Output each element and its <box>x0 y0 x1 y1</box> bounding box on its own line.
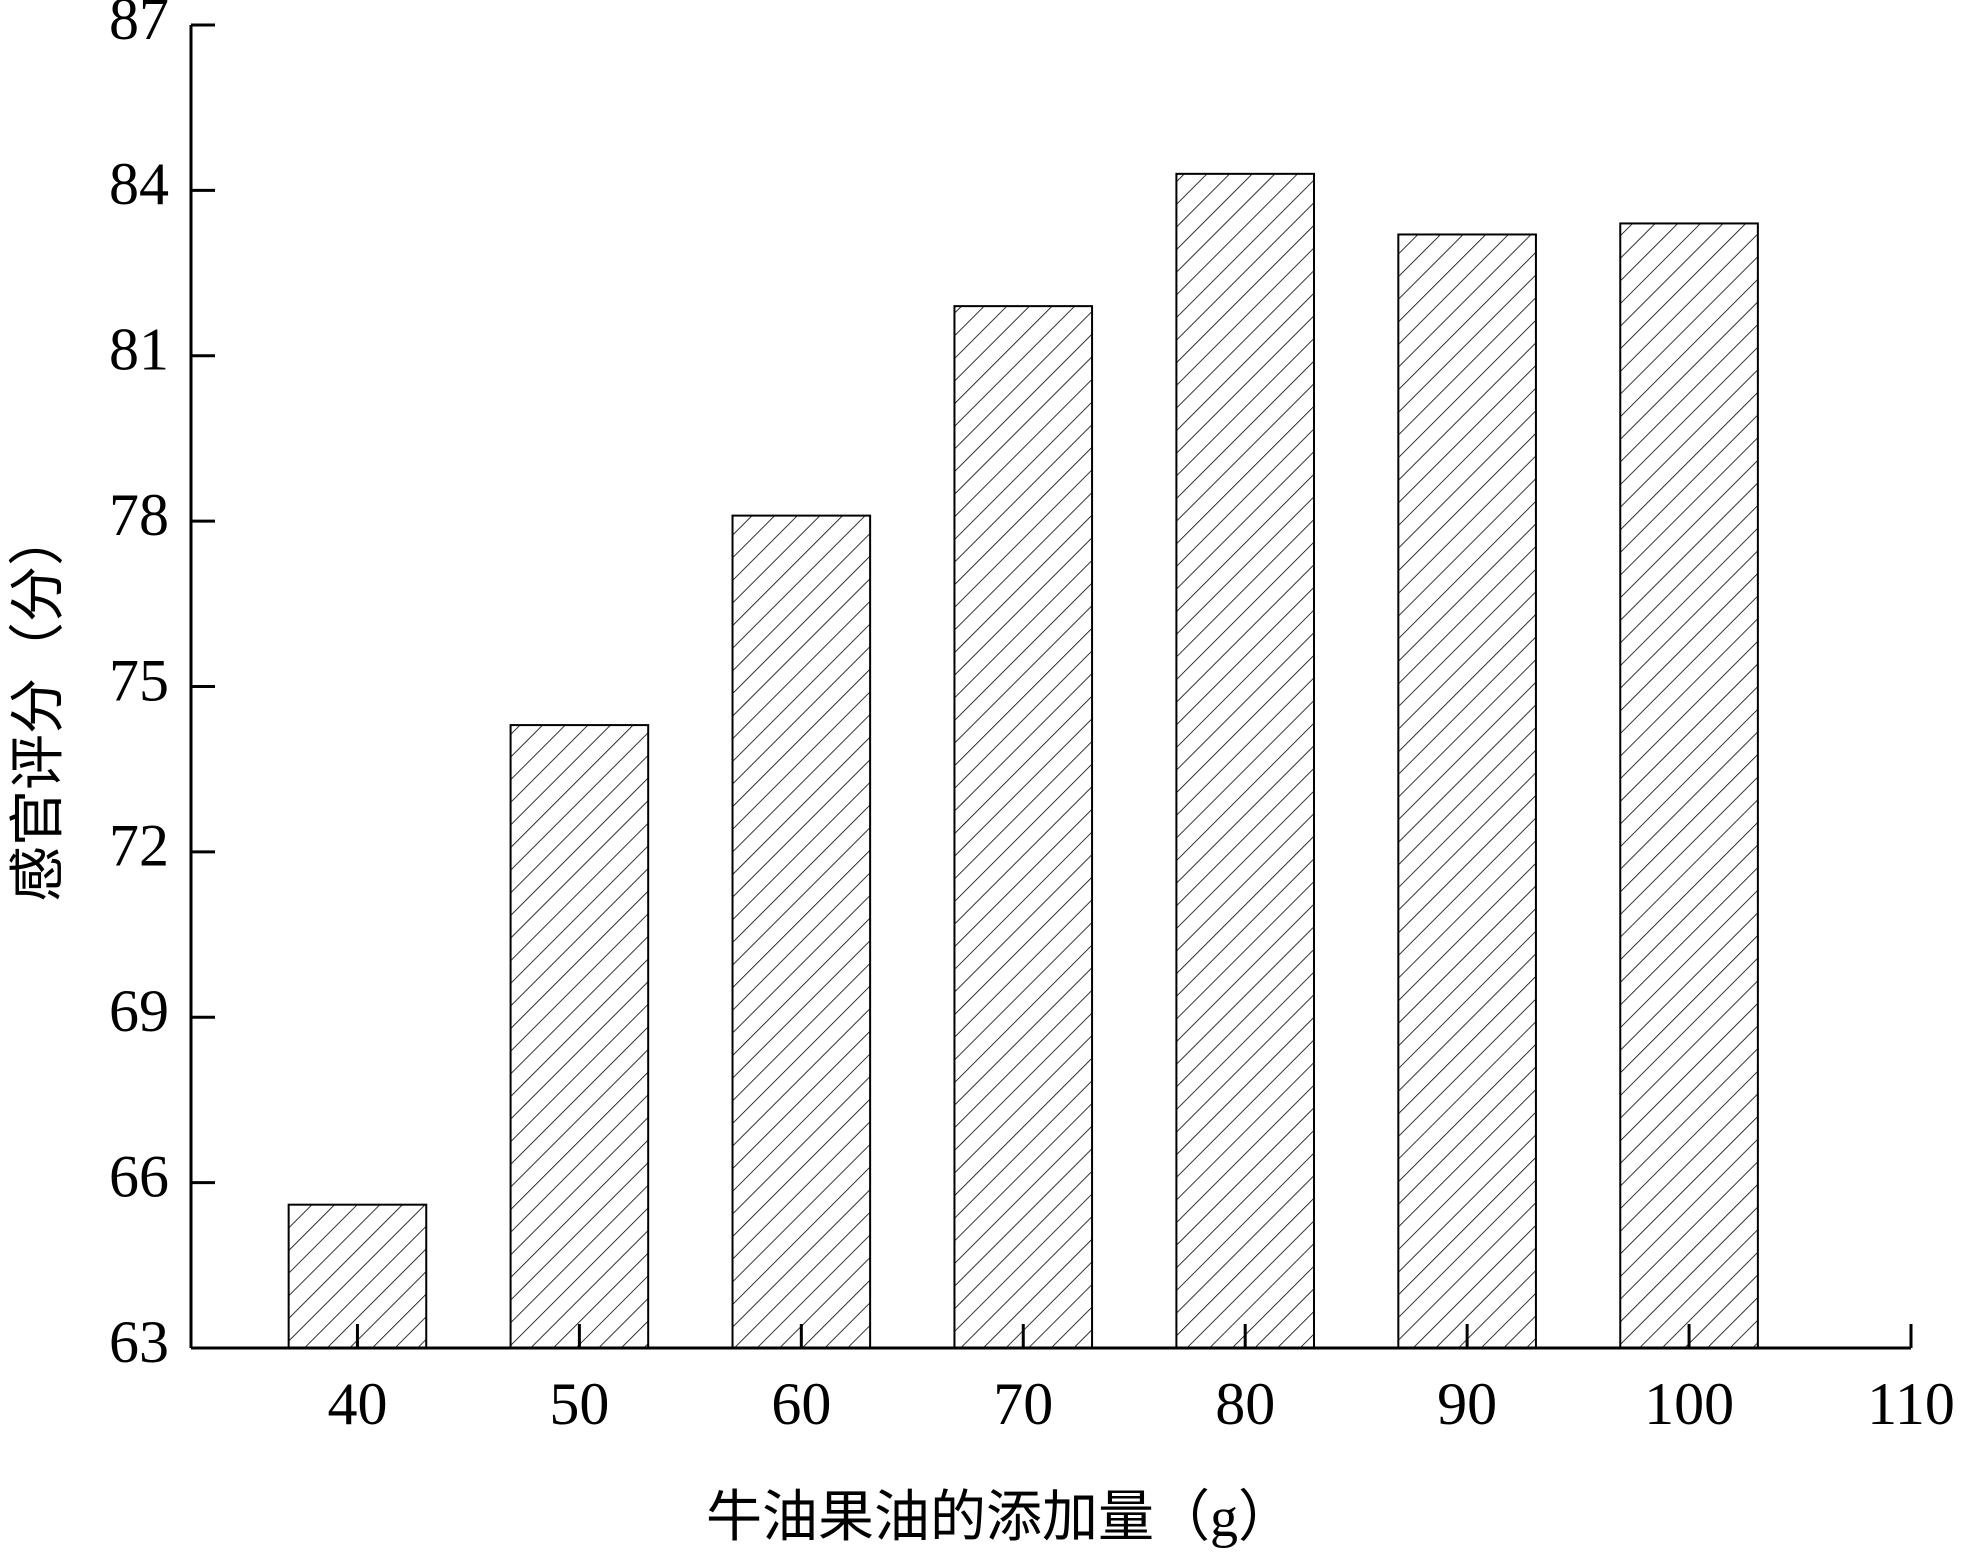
bar <box>1619 222 1759 1350</box>
y-tick-label: 87 <box>109 0 169 52</box>
x-tick-label: 60 <box>771 1371 831 1437</box>
x-tick-label: 70 <box>993 1371 1053 1437</box>
y-tick-label: 81 <box>109 317 169 383</box>
y-tick-label: 69 <box>109 978 169 1044</box>
y-tick-label: 72 <box>109 813 169 879</box>
bar <box>953 305 1094 1350</box>
y-tick-label: 63 <box>109 1309 169 1375</box>
x-tick-label: 100 <box>1644 1371 1734 1437</box>
x-tick-label: 110 <box>1867 1371 1955 1437</box>
y-tick-label: 84 <box>109 151 169 217</box>
y-axis-title: 感官评分（分） <box>8 510 70 902</box>
x-tick-label: 50 <box>549 1371 609 1437</box>
x-tick-label: 40 <box>327 1371 387 1437</box>
bar <box>1397 233 1537 1350</box>
x-tick-label: 90 <box>1437 1371 1497 1437</box>
bar <box>731 514 872 1349</box>
bar <box>1175 172 1315 1349</box>
x-tick-label: 80 <box>1215 1371 1275 1437</box>
x-axis-title: 牛油果油的添加量（g） <box>706 1487 1294 1549</box>
y-tick-label: 66 <box>109 1143 169 1209</box>
y-tick-label: 75 <box>109 647 169 713</box>
y-tick-label: 78 <box>109 482 169 548</box>
bar <box>509 724 650 1349</box>
